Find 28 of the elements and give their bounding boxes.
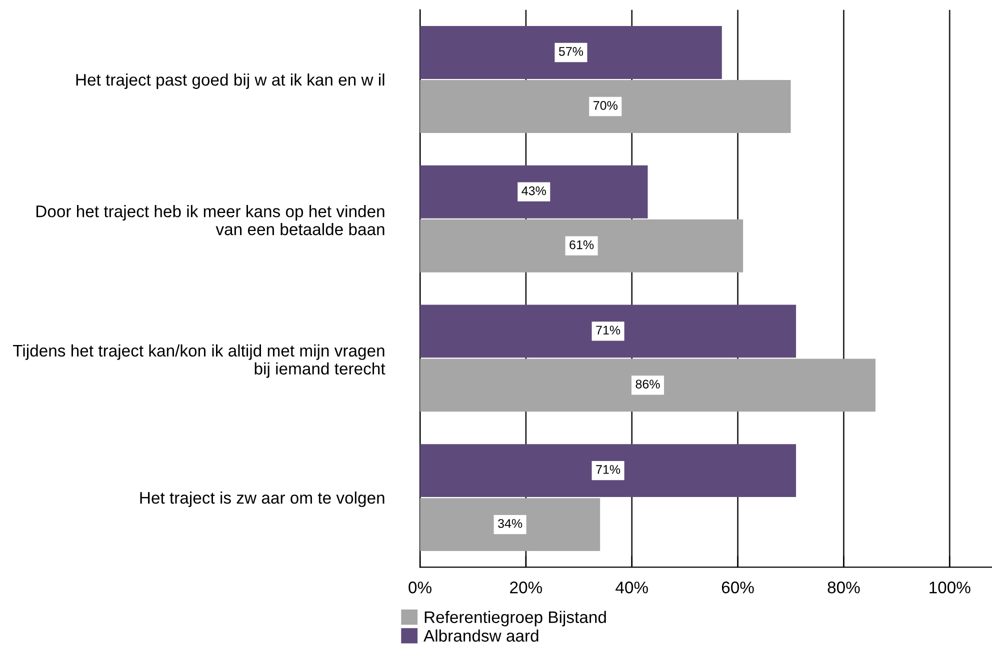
data-label: 34%	[498, 519, 522, 528]
y-tick-label: Door het traject heb ik meer kans op het vinden van een betaalde baan	[36, 205, 384, 236]
y-tick-label: Het traject is zw aar om te volgen	[140, 492, 384, 508]
y-tick-label: Tijdens het traject kan/kon ik altijd met mijn vragen bij iemand terecht	[13, 344, 386, 378]
x-tick-label: 60%	[722, 582, 754, 594]
data-label: 71%	[596, 465, 620, 474]
data-label: 70%	[594, 101, 618, 110]
data-label: 71%	[596, 326, 620, 335]
data-label: 57%	[558, 47, 584, 56]
bar	[420, 80, 791, 133]
x-tick-label: 0%	[408, 582, 432, 594]
x-tick-label: 80%	[828, 582, 860, 594]
x-tick-label: 100%	[930, 582, 970, 594]
bar	[420, 444, 796, 498]
legend-label: Albrandsw aard	[424, 629, 538, 642]
data-label: 43%	[522, 186, 546, 196]
data-label: 86%	[636, 380, 660, 389]
bar	[420, 165, 648, 218]
x-tick-label: 20%	[510, 582, 542, 594]
legend-label: Referentiegroep Bijstand	[424, 610, 606, 626]
bar	[420, 26, 722, 79]
data-label: 61%	[570, 240, 594, 250]
bar	[420, 498, 600, 552]
bar	[420, 358, 876, 412]
bar	[420, 219, 744, 272]
bar	[420, 304, 796, 358]
x-tick-label: 40%	[616, 582, 648, 594]
y-tick-label: Het traject past goed bij w at ik kan en w il	[76, 73, 384, 89]
